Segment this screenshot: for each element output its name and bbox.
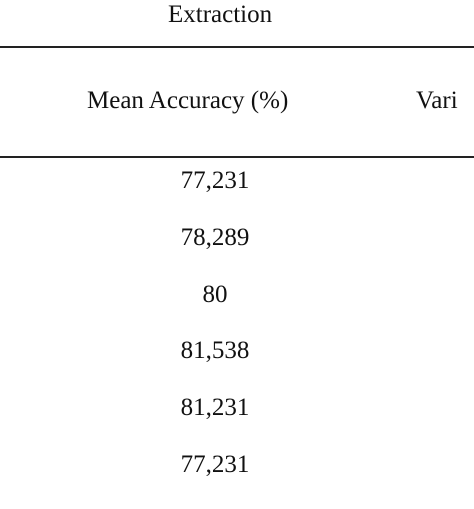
table-row: 81,231 — [180, 394, 250, 422]
mean-accuracy-column: 77,231 78,289 80 81,538 81,231 77,231 — [150, 168, 280, 509]
table-row: 80 — [202, 280, 228, 308]
table-row: 77,231 — [180, 167, 250, 194]
top-rule — [0, 46, 474, 48]
table-row: 77,231 — [180, 450, 250, 478]
group-header: Extraction — [168, 1, 273, 28]
header-rule — [0, 156, 474, 158]
table-row: 81,538 — [180, 337, 250, 365]
table-row: 78,289 — [180, 223, 250, 251]
column-header-mean-accuracy: Mean Accuracy (%) — [87, 87, 289, 114]
column-header-variance: Vari — [416, 87, 458, 114]
